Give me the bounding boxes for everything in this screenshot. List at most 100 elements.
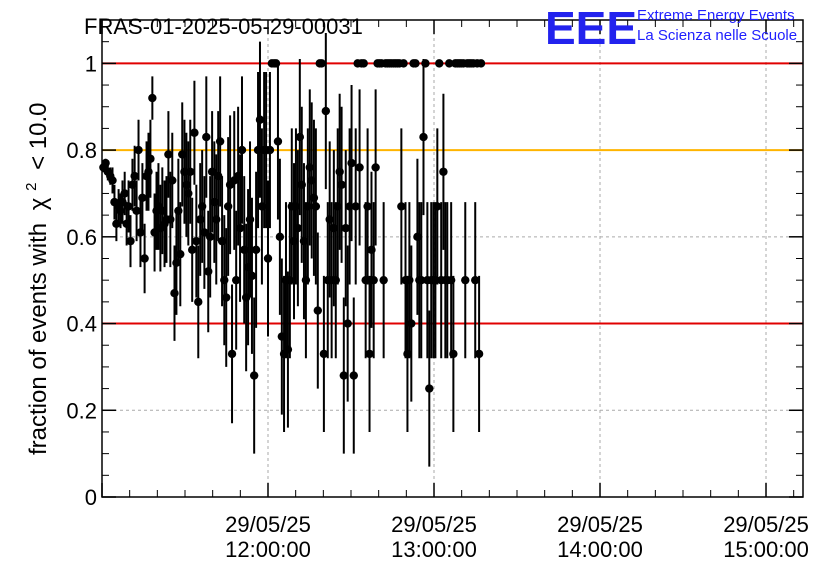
data-point xyxy=(202,132,211,142)
data-point xyxy=(397,202,406,211)
data-point xyxy=(237,145,247,155)
data-point xyxy=(365,349,374,359)
data-point xyxy=(166,215,175,224)
data-point xyxy=(200,228,209,237)
data-point xyxy=(405,275,414,285)
data-point xyxy=(170,288,179,298)
data-point xyxy=(168,176,177,185)
data-point xyxy=(148,93,157,103)
y-tick-label: 0.4 xyxy=(66,312,97,337)
data-point xyxy=(184,189,193,198)
data-point xyxy=(433,202,442,211)
data-point xyxy=(146,154,155,163)
x-tick-time: 15:00:00 xyxy=(723,537,809,562)
data-point xyxy=(192,236,201,246)
data-point xyxy=(176,249,185,259)
data-point xyxy=(196,215,205,224)
data-point xyxy=(407,319,416,328)
data-point xyxy=(263,254,273,263)
data-point xyxy=(271,59,281,68)
data-point xyxy=(231,275,241,285)
y-tick-label: 0.8 xyxy=(66,138,97,163)
data-point xyxy=(335,167,344,176)
data-point xyxy=(343,319,352,328)
data-point xyxy=(255,115,265,124)
data-point xyxy=(399,59,408,68)
data-point xyxy=(369,275,378,285)
data-point xyxy=(223,202,233,211)
x-tick-date: 29/05/25 xyxy=(225,512,311,537)
data-point xyxy=(435,59,444,68)
data-point xyxy=(205,232,215,242)
data-point xyxy=(293,223,303,233)
data-point xyxy=(319,349,329,359)
data-points xyxy=(99,33,486,467)
data-point xyxy=(325,215,334,224)
data-point xyxy=(283,345,293,354)
data-point xyxy=(474,349,484,359)
y-axis-label: fraction of events with χ 2 < 10.0 xyxy=(15,103,52,456)
data-point xyxy=(144,167,153,176)
x-tick-date: 29/05/25 xyxy=(723,512,809,537)
data-point xyxy=(337,180,346,189)
x-tick-time: 13:00:00 xyxy=(391,537,477,562)
data-point xyxy=(309,193,319,202)
data-point xyxy=(363,202,372,211)
data-point xyxy=(371,163,380,172)
data-point xyxy=(186,167,195,176)
chart-title: FRAS-01-2025-05-29-00031 xyxy=(84,14,363,39)
data-point xyxy=(295,132,305,142)
data-point xyxy=(471,275,480,285)
data-point xyxy=(212,215,221,224)
data-point xyxy=(421,59,430,68)
y-tick-label: 0 xyxy=(85,485,97,510)
data-point xyxy=(305,163,314,172)
data-point xyxy=(351,202,360,211)
data-point xyxy=(331,275,340,285)
data-point xyxy=(273,137,283,146)
data-point xyxy=(347,158,356,168)
data-point xyxy=(359,59,368,68)
data-point xyxy=(194,297,203,307)
data-point xyxy=(120,189,129,198)
data-point xyxy=(419,132,428,142)
data-point xyxy=(140,254,149,263)
data-point xyxy=(130,171,139,181)
axes: 00.20.40.60.8129/05/2512:00:0029/05/2513… xyxy=(66,20,809,562)
data-point xyxy=(425,384,434,393)
data-point xyxy=(321,106,331,116)
data-point xyxy=(439,167,448,176)
data-point xyxy=(461,275,470,285)
data-point xyxy=(134,145,143,155)
x-tick-date: 29/05/25 xyxy=(391,512,477,537)
data-point xyxy=(124,202,133,211)
data-point xyxy=(174,206,183,215)
data-point xyxy=(355,163,364,172)
data-point xyxy=(215,137,225,146)
data-point xyxy=(339,371,349,380)
data-point xyxy=(227,349,237,359)
data-point xyxy=(132,206,141,215)
y-tick-label: 0.2 xyxy=(66,398,97,423)
data-point xyxy=(136,228,145,237)
data-point xyxy=(245,215,255,224)
data-point xyxy=(417,275,426,285)
data-point xyxy=(341,223,350,233)
logo-line2: La Scienza nelle Scuole xyxy=(637,27,797,44)
eee-logo: EEE Extreme Energy Events La Scienza nel… xyxy=(545,2,797,54)
data-point xyxy=(476,59,486,68)
y-axis-label-prefix: fraction of events with xyxy=(25,223,52,455)
data-point xyxy=(164,150,173,159)
svg-text:fraction of events with: fraction of events with χ 2 < 10.0 xyxy=(15,103,52,456)
data-point xyxy=(265,145,275,155)
logo-line1: Extreme Energy Events xyxy=(637,7,795,24)
data-point xyxy=(317,59,326,68)
data-point xyxy=(311,202,321,211)
data-point xyxy=(275,232,285,242)
data-point xyxy=(249,371,259,380)
data-point xyxy=(235,223,245,233)
y-tick-label: 1 xyxy=(85,51,97,76)
data-point xyxy=(126,236,135,246)
data-point xyxy=(379,275,388,285)
